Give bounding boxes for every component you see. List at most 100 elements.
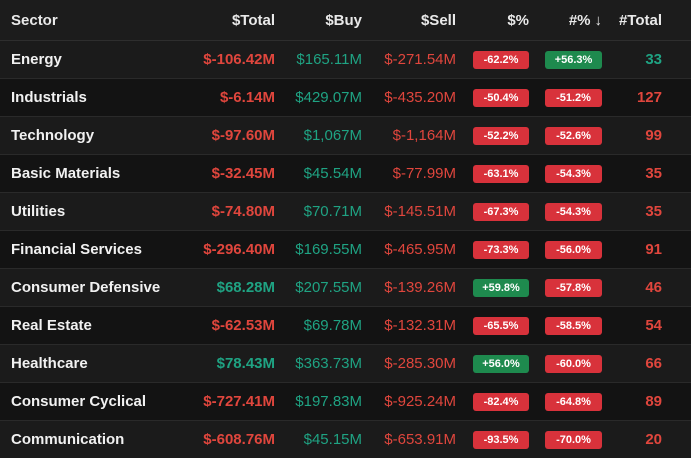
count-pct-badge: -57.8% xyxy=(545,279,602,297)
sector-name: Consumer Defensive xyxy=(11,279,161,296)
sector-name: Financial Services xyxy=(11,241,142,258)
sector-name: Consumer Cyclical xyxy=(11,393,147,410)
buy-value: $169.55M xyxy=(295,241,362,258)
count-pct-badge: -58.5% xyxy=(545,317,602,335)
sector-name: Technology xyxy=(11,127,95,144)
total-value: $78.43M xyxy=(216,355,275,372)
count-pct-badge: -54.3% xyxy=(545,203,602,221)
count-value: 20 xyxy=(645,431,662,448)
count-value: 35 xyxy=(645,203,662,220)
count-pct-badge: -60.0% xyxy=(545,355,602,373)
sort-descending-icon: ↓ xyxy=(594,12,603,29)
table-row[interactable]: Basic Materials $-32.45M $45.54M $-77.99M -6… xyxy=(0,155,691,193)
sector-name: Energy xyxy=(11,51,62,68)
count-value: 54 xyxy=(645,317,662,334)
sector-name: Communication xyxy=(11,431,125,448)
count-value: 91 xyxy=(645,241,662,258)
sell-value: $-1,164M xyxy=(392,127,456,144)
column-header-sell[interactable]: $Sell xyxy=(420,12,456,29)
table-row[interactable]: Industrials $-6.14M $429.07M $-435.20M -50.4… xyxy=(0,79,691,117)
total-value: $-608.76M xyxy=(203,431,275,448)
table-body: Energy $-106.42M $165.11M $-271.54M -62.2% +5… xyxy=(0,41,691,458)
sell-value: $-132.31M xyxy=(384,317,456,334)
count-pct-badge: -64.8% xyxy=(545,393,602,411)
total-value: $-6.14M xyxy=(219,89,275,106)
total-value: $-106.42M xyxy=(203,51,275,68)
buy-value: $45.15M xyxy=(303,431,362,448)
buy-value: $1,067M xyxy=(303,127,362,144)
table-row[interactable]: Real Estate $-62.53M $69.78M $-132.31M -65.5… xyxy=(0,307,691,345)
column-header-count[interactable]: #Total xyxy=(618,12,662,29)
pct-badge: +59.8% xyxy=(473,279,529,297)
count-pct-badge: -56.0% xyxy=(545,241,602,259)
pct-badge: -67.3% xyxy=(473,203,529,221)
pct-badge: -93.5% xyxy=(473,431,529,449)
count-pct-badge: -70.0% xyxy=(545,431,602,449)
sell-value: $-465.95M xyxy=(384,241,456,258)
column-header-buy[interactable]: $Buy xyxy=(325,12,362,29)
count-value: 89 xyxy=(645,393,662,410)
pct-badge: +56.0% xyxy=(473,355,529,373)
count-pct-badge: +56.3% xyxy=(545,51,602,69)
total-value: $-97.60M xyxy=(211,127,275,144)
table-row[interactable]: Technology $-97.60M $1,067M $-1,164M -52.2% -… xyxy=(0,117,691,155)
count-value: 99 xyxy=(645,127,662,144)
sell-value: $-653.91M xyxy=(384,431,456,448)
pct-badge: -52.2% xyxy=(473,127,529,145)
sell-value: $-77.99M xyxy=(392,165,456,182)
sell-value: $-925.24M xyxy=(384,393,456,410)
sell-value: $-271.54M xyxy=(384,51,456,68)
column-header-pct[interactable]: $% xyxy=(507,12,529,29)
column-header-total[interactable]: $Total xyxy=(231,12,275,29)
total-value: $-32.45M xyxy=(211,165,275,182)
sell-value: $-139.26M xyxy=(384,279,456,296)
table-row[interactable]: Consumer Defensive $68.28M $207.55M $-139.2… xyxy=(0,269,691,307)
buy-value: $207.55M xyxy=(295,279,362,296)
table-row[interactable]: Financial Services $-296.40M $169.55M $-465… xyxy=(0,231,691,269)
table-row[interactable]: Healthcare $78.43M $363.73M $-285.30M +56.0%… xyxy=(0,345,691,383)
count-value: 46 xyxy=(645,279,662,296)
table-header: Sector $Total $Buy $Sell $% #% ↓ #Total xyxy=(0,0,691,41)
table-row[interactable]: Utilities $-74.80M $70.71M $-145.51M -67.3% -… xyxy=(0,193,691,231)
total-value: $-74.80M xyxy=(211,203,275,220)
sector-name: Industrials xyxy=(11,89,87,106)
column-header-count-pct-label: #% xyxy=(568,12,591,29)
pct-badge: -63.1% xyxy=(473,165,529,183)
count-pct-badge: -51.2% xyxy=(545,89,602,107)
total-value: $68.28M xyxy=(216,279,275,296)
sector-name: Real Estate xyxy=(11,317,92,334)
table-row[interactable]: Communication $-608.76M $45.15M $-653.91M -9… xyxy=(0,421,691,458)
table-row[interactable]: Consumer Cyclical $-727.41M $197.83M $-925.… xyxy=(0,383,691,421)
column-header-count-pct[interactable]: #% ↓ xyxy=(540,12,602,29)
sector-name: Healthcare xyxy=(11,355,88,372)
pct-badge: -62.2% xyxy=(473,51,529,69)
buy-value: $70.71M xyxy=(303,203,362,220)
total-value: $-296.40M xyxy=(203,241,275,258)
count-value: 127 xyxy=(636,89,662,106)
buy-value: $69.78M xyxy=(303,317,362,334)
count-value: 33 xyxy=(645,51,662,68)
table-row[interactable]: Energy $-106.42M $165.11M $-271.54M -62.2% +5… xyxy=(0,41,691,79)
count-value: 35 xyxy=(645,165,662,182)
pct-badge: -50.4% xyxy=(473,89,529,107)
sector-name: Basic Materials xyxy=(11,165,121,182)
buy-value: $363.73M xyxy=(295,355,362,372)
buy-value: $165.11M xyxy=(296,51,362,68)
count-pct-badge: -54.3% xyxy=(545,165,602,183)
buy-value: $197.83M xyxy=(295,393,362,410)
total-value: $-727.41M xyxy=(203,393,275,410)
sell-value: $-435.20M xyxy=(384,89,456,106)
pct-badge: -73.3% xyxy=(473,241,529,259)
column-header-sector[interactable]: Sector xyxy=(11,12,58,29)
count-pct-badge: -52.6% xyxy=(545,127,602,145)
pct-badge: -65.5% xyxy=(473,317,529,335)
count-value: 66 xyxy=(645,355,662,372)
buy-value: $45.54M xyxy=(303,165,362,182)
sell-value: $-145.51M xyxy=(384,203,456,220)
total-value: $-62.53M xyxy=(211,317,275,334)
buy-value: $429.07M xyxy=(295,89,362,106)
sell-value: $-285.30M xyxy=(384,355,456,372)
sector-name: Utilities xyxy=(11,203,66,220)
pct-badge: -82.4% xyxy=(473,393,529,411)
